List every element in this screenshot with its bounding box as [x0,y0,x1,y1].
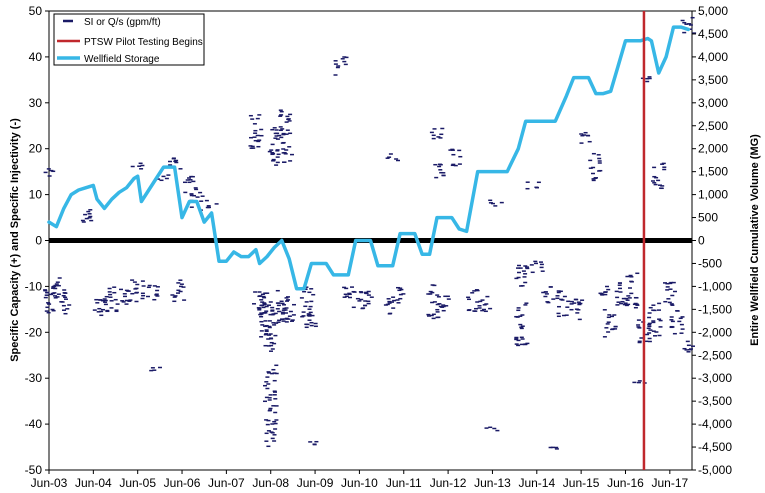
left-tick-label: -20 [25,325,43,339]
right-tick-label: 2,500 [698,119,728,133]
right-tick-label: 4,000 [698,50,728,64]
left-tick-label: -30 [25,371,43,385]
x-tick-label: Jun-08 [252,476,289,488]
left-tick-label: -40 [25,417,43,431]
x-tick-label: Jun-05 [119,476,156,488]
left-tick-label: 30 [29,96,43,110]
right-tick-label: 500 [698,211,718,225]
left-axis-title: Specific Capacity (+) and Specific Injec… [9,118,21,362]
left-tick-label: 10 [29,188,43,202]
x-tick-label: Jun-13 [474,476,511,488]
right-tick-label: 1,000 [698,188,728,202]
right-tick-label: 4,500 [698,27,728,41]
right-tick-label: 0 [698,234,705,248]
x-tick-label: Jun-04 [75,476,112,488]
x-tick-label: Jun-16 [607,476,644,488]
legend-label-pilot: PTSW Pilot Testing Begins [84,37,203,48]
right-tick-label: -5,000 [698,463,732,477]
legend-label-storage: Wellfield Storage [84,54,160,65]
left-tick-label: 40 [29,50,43,64]
right-tick-label: 1,500 [698,165,728,179]
x-tick-label: Jun-06 [164,476,201,488]
x-tick-label: Jun-15 [563,476,600,488]
x-tick-label: Jun-07 [208,476,245,488]
right-tick-label: 3,000 [698,96,728,110]
right-tick-label: -3,000 [698,371,732,385]
right-tick-label: -1,500 [698,302,732,316]
right-tick-label: -2,500 [698,348,732,362]
legend-label-si: SI or Q/s (gpm/ft) [84,17,161,28]
x-tick-label: Jun-17 [651,476,688,488]
right-tick-label: -4,500 [698,440,732,454]
si-qs-series [43,16,697,450]
left-tick-label: -10 [25,279,43,293]
right-tick-label: -2,000 [698,325,732,339]
wellfield-storage-series [47,25,691,291]
left-tick-label: 50 [29,4,43,18]
x-tick-label: Jun-11 [386,476,422,488]
right-tick-label: -1,000 [698,279,732,293]
x-tick-label: Jun-12 [430,476,467,488]
x-tick-label: Jun-14 [518,476,555,488]
right-tick-label: -500 [698,256,722,270]
storage-line [47,25,691,291]
right-tick-label: 3,500 [698,73,728,87]
x-tick-label: Jun-03 [31,476,68,488]
legend: SI or Q/s (gpm/ft) PTSW Pilot Testing Be… [53,13,205,66]
right-tick-label: -4,000 [698,417,732,431]
left-tick-label: 0 [35,234,42,248]
right-tick-label: 2,000 [698,142,728,156]
axis-ticks: 50 40 30 20 10 0 -10 -20 -30 -40 -50 5,000 4,500 4,00… [25,4,733,490]
right-tick-label: 5,000 [698,4,728,18]
right-tick-label: -3,500 [698,394,732,408]
x-tick-label: Jun-10 [341,476,378,488]
left-tick-label: -50 [25,463,43,477]
left-tick-label: 20 [29,142,43,156]
right-axis-title: Entire Wellfield Cumulative Volume (MG) [749,134,761,346]
x-tick-label: Jun-09 [297,476,334,488]
